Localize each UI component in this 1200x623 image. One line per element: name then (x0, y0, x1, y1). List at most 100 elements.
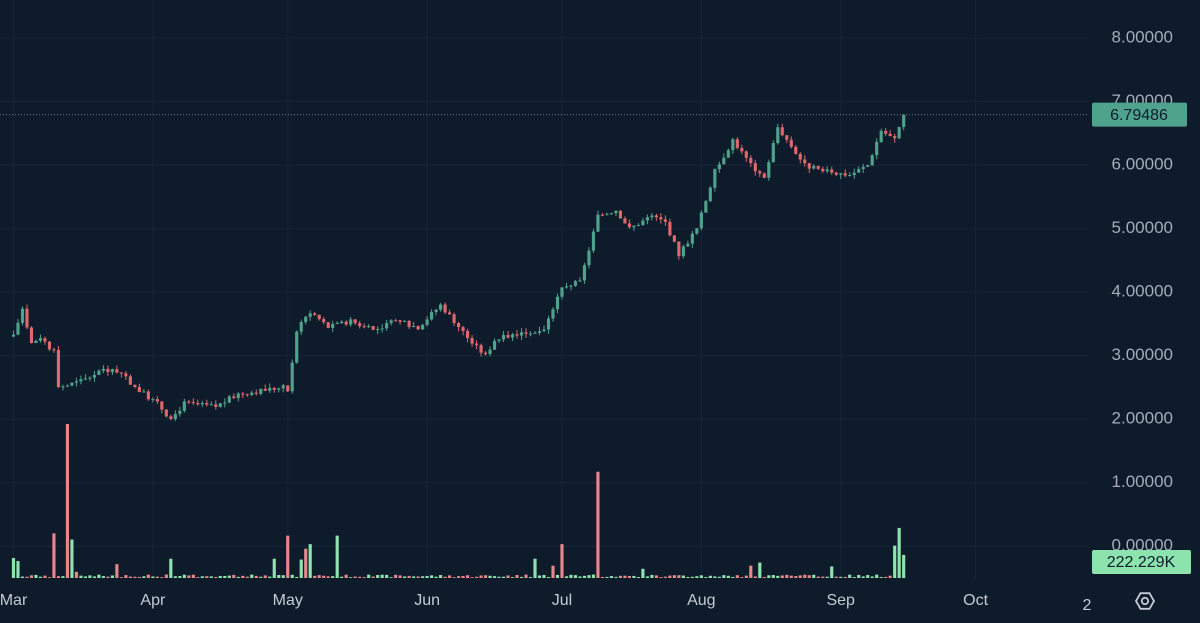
x-axis: Mar Apr May Jun Jul Aug Sep Oct (0, 592, 989, 609)
candle (353, 318, 357, 326)
volume-bar (403, 576, 407, 578)
volume-bar (146, 574, 150, 578)
volume-bar (223, 575, 227, 578)
volume-bar (110, 575, 114, 578)
volume-bar (870, 576, 874, 578)
volume-bar (888, 575, 892, 578)
volume-bar (771, 575, 775, 578)
last-price-badge: 6.79486 (1092, 102, 1187, 127)
candle (506, 330, 510, 339)
volume-bar (200, 576, 204, 578)
y-tick-label: 6.00000 (1112, 155, 1173, 174)
candle (596, 210, 600, 232)
candle (394, 318, 398, 322)
volume-bar (259, 576, 263, 578)
candle (367, 324, 371, 329)
volume-bar (11, 557, 16, 578)
y-tick-label: 5.00000 (1112, 218, 1173, 237)
interval-label[interactable]: 2 (1083, 597, 1092, 614)
x-tick-label: Jun (414, 592, 440, 609)
volume-bar (326, 576, 330, 578)
volume-bar (740, 577, 744, 578)
candle (133, 384, 137, 389)
candle (510, 332, 515, 342)
volume-bar (483, 575, 488, 578)
volume-bar (537, 575, 542, 578)
candle (79, 375, 83, 385)
volume-bar (519, 576, 524, 578)
candle (173, 410, 177, 422)
volume-bar (636, 577, 640, 578)
candle (501, 330, 506, 342)
volume-bar (88, 575, 92, 578)
volume-bar (681, 575, 685, 578)
volume-bar (623, 575, 627, 578)
y-tick-label: 1.00000 (1112, 472, 1173, 491)
candle (479, 343, 483, 357)
volume-bar (609, 576, 614, 578)
candle (457, 321, 461, 332)
candle (897, 126, 901, 140)
candle (263, 384, 267, 392)
volume-bar (533, 558, 537, 578)
candle (857, 166, 861, 173)
volume-bar (686, 577, 690, 578)
candle (245, 393, 249, 397)
volume-bar (501, 576, 506, 578)
y-axis: 8.000007.000006.000005.000004.000003.000… (1112, 28, 1173, 555)
volume-bar (191, 574, 195, 578)
candle (717, 161, 721, 173)
volume-bar (614, 576, 618, 578)
volume-bar (160, 577, 164, 578)
volume-bar (713, 576, 717, 578)
volume-bar (407, 575, 411, 578)
x-tick-label: Oct (963, 592, 988, 609)
candle (20, 306, 25, 326)
volume-bar (286, 535, 290, 578)
candle (299, 319, 303, 335)
candle (875, 138, 879, 160)
candle (317, 314, 321, 321)
candle (722, 153, 726, 165)
volume-bar (232, 574, 236, 578)
volume-bar (340, 576, 344, 578)
volume-bar (497, 576, 501, 578)
last-price-label: 6.79486 (1110, 107, 1168, 124)
volume-bar (416, 576, 420, 578)
volume-bar (596, 471, 600, 578)
x-tick-label: Mar (0, 592, 28, 609)
candle (839, 172, 843, 180)
volume-bar (254, 575, 258, 578)
candle (528, 331, 533, 337)
volume-bar (385, 574, 389, 578)
candle (902, 114, 906, 131)
volume-bar (268, 576, 272, 578)
volume-bar (627, 576, 631, 578)
settings-gear-icon[interactable] (1134, 592, 1156, 610)
volume-bar (187, 575, 191, 578)
candle (452, 312, 456, 327)
candle (870, 153, 874, 166)
candle (632, 225, 636, 232)
volume-bar (83, 576, 87, 578)
candle (821, 166, 825, 174)
candle (227, 394, 231, 404)
volume-bar (434, 576, 438, 578)
volume-bar (839, 576, 843, 578)
volume-bar (371, 576, 375, 578)
candle (344, 320, 348, 326)
volume-bar (749, 565, 753, 578)
candle (439, 302, 443, 312)
y-tick-label: 0.00000 (1112, 536, 1173, 555)
candle (627, 219, 631, 229)
candle (34, 339, 38, 344)
candle (605, 212, 609, 216)
candle (182, 398, 186, 413)
candle (704, 200, 708, 213)
volume-bar (29, 575, 34, 578)
volume-bar (767, 575, 771, 578)
x-tick-label: May (273, 592, 303, 609)
candle (137, 383, 141, 393)
candle (146, 389, 150, 401)
